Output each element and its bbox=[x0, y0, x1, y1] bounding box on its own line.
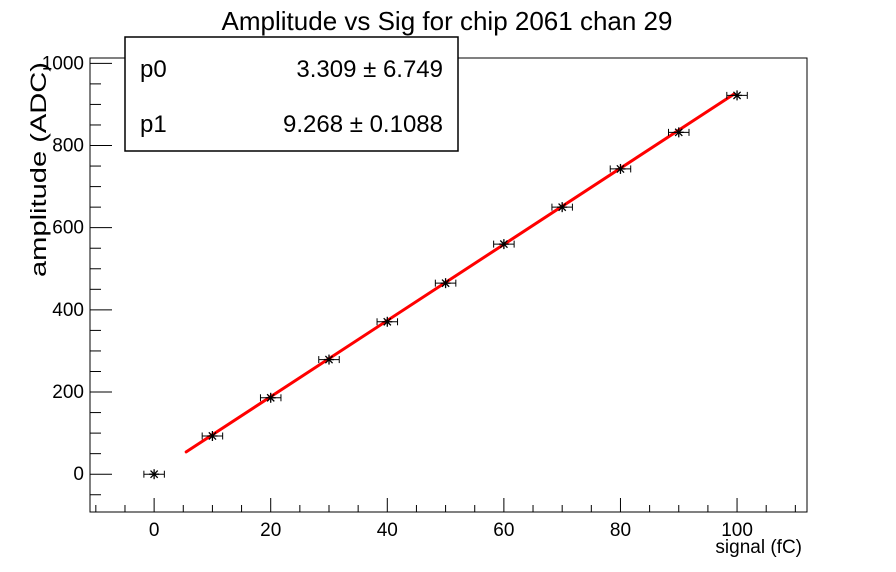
y-axis-tick-labels: 0 200 400 600 800 1000 bbox=[42, 53, 84, 485]
data-point bbox=[726, 90, 748, 101]
stats-value-p1: 9.268 ± 0.1088 bbox=[283, 111, 443, 138]
marker-ray bbox=[674, 128, 683, 137]
x-tick-label: 40 bbox=[377, 520, 398, 541]
x-axis-ticks bbox=[95, 498, 796, 512]
y-tick-label: 400 bbox=[52, 300, 84, 321]
marker-ray bbox=[383, 317, 392, 326]
marker-ray bbox=[324, 355, 334, 364]
x-tick-label: 0 bbox=[149, 520, 160, 541]
y-tick-label: 200 bbox=[52, 382, 84, 403]
stats-box-border bbox=[124, 36, 459, 152]
data-point bbox=[376, 316, 399, 327]
data-point bbox=[143, 469, 165, 480]
data-point bbox=[609, 163, 632, 174]
data-point bbox=[493, 239, 515, 250]
x-axis-title: signal (fC) bbox=[715, 537, 802, 558]
data-point bbox=[434, 278, 457, 289]
marker-ray bbox=[616, 164, 625, 173]
marker-ray bbox=[266, 393, 275, 402]
y-tick-label: 600 bbox=[52, 218, 84, 239]
stats-value-p0: 3.309 ± 6.749 bbox=[296, 56, 443, 83]
stats-param-p1: p1 bbox=[140, 111, 167, 138]
marker-ray bbox=[441, 279, 450, 288]
x-tick-label: 60 bbox=[493, 520, 514, 541]
marker-ray bbox=[499, 240, 508, 249]
marker-ray bbox=[732, 91, 742, 100]
x-axis-tick-labels: 0 20 40 60 80 100 bbox=[149, 520, 753, 541]
y-tick-label: 1000 bbox=[42, 53, 84, 74]
marker-ray bbox=[558, 203, 567, 212]
marker-ray bbox=[150, 470, 159, 479]
data-point bbox=[201, 430, 224, 441]
data-point bbox=[318, 354, 340, 365]
y-tick-label: 0 bbox=[73, 464, 84, 485]
data-points-layer bbox=[143, 90, 748, 480]
stats-param-p0: p0 bbox=[140, 56, 167, 83]
data-point bbox=[259, 392, 282, 403]
stats-box: p0 3.309 ± 6.749 p1 9.268 ± 0.1088 bbox=[124, 36, 459, 152]
x-tick-label: 80 bbox=[610, 520, 631, 541]
fit-line-layer bbox=[184, 92, 736, 454]
x-tick-label: 20 bbox=[260, 520, 281, 541]
y-axis-ticks bbox=[90, 62, 112, 496]
data-point bbox=[551, 202, 573, 213]
marker-ray bbox=[208, 431, 217, 441]
x-tick-label: 100 bbox=[721, 520, 753, 541]
y-axis-title: amplitude (ADC) bbox=[26, 62, 51, 277]
fit-line bbox=[184, 92, 736, 454]
data-point bbox=[668, 127, 690, 138]
y-tick-label: 800 bbox=[52, 136, 84, 157]
chart-title: Amplitude vs Sig for chip 2061 chan 29 bbox=[222, 6, 673, 36]
